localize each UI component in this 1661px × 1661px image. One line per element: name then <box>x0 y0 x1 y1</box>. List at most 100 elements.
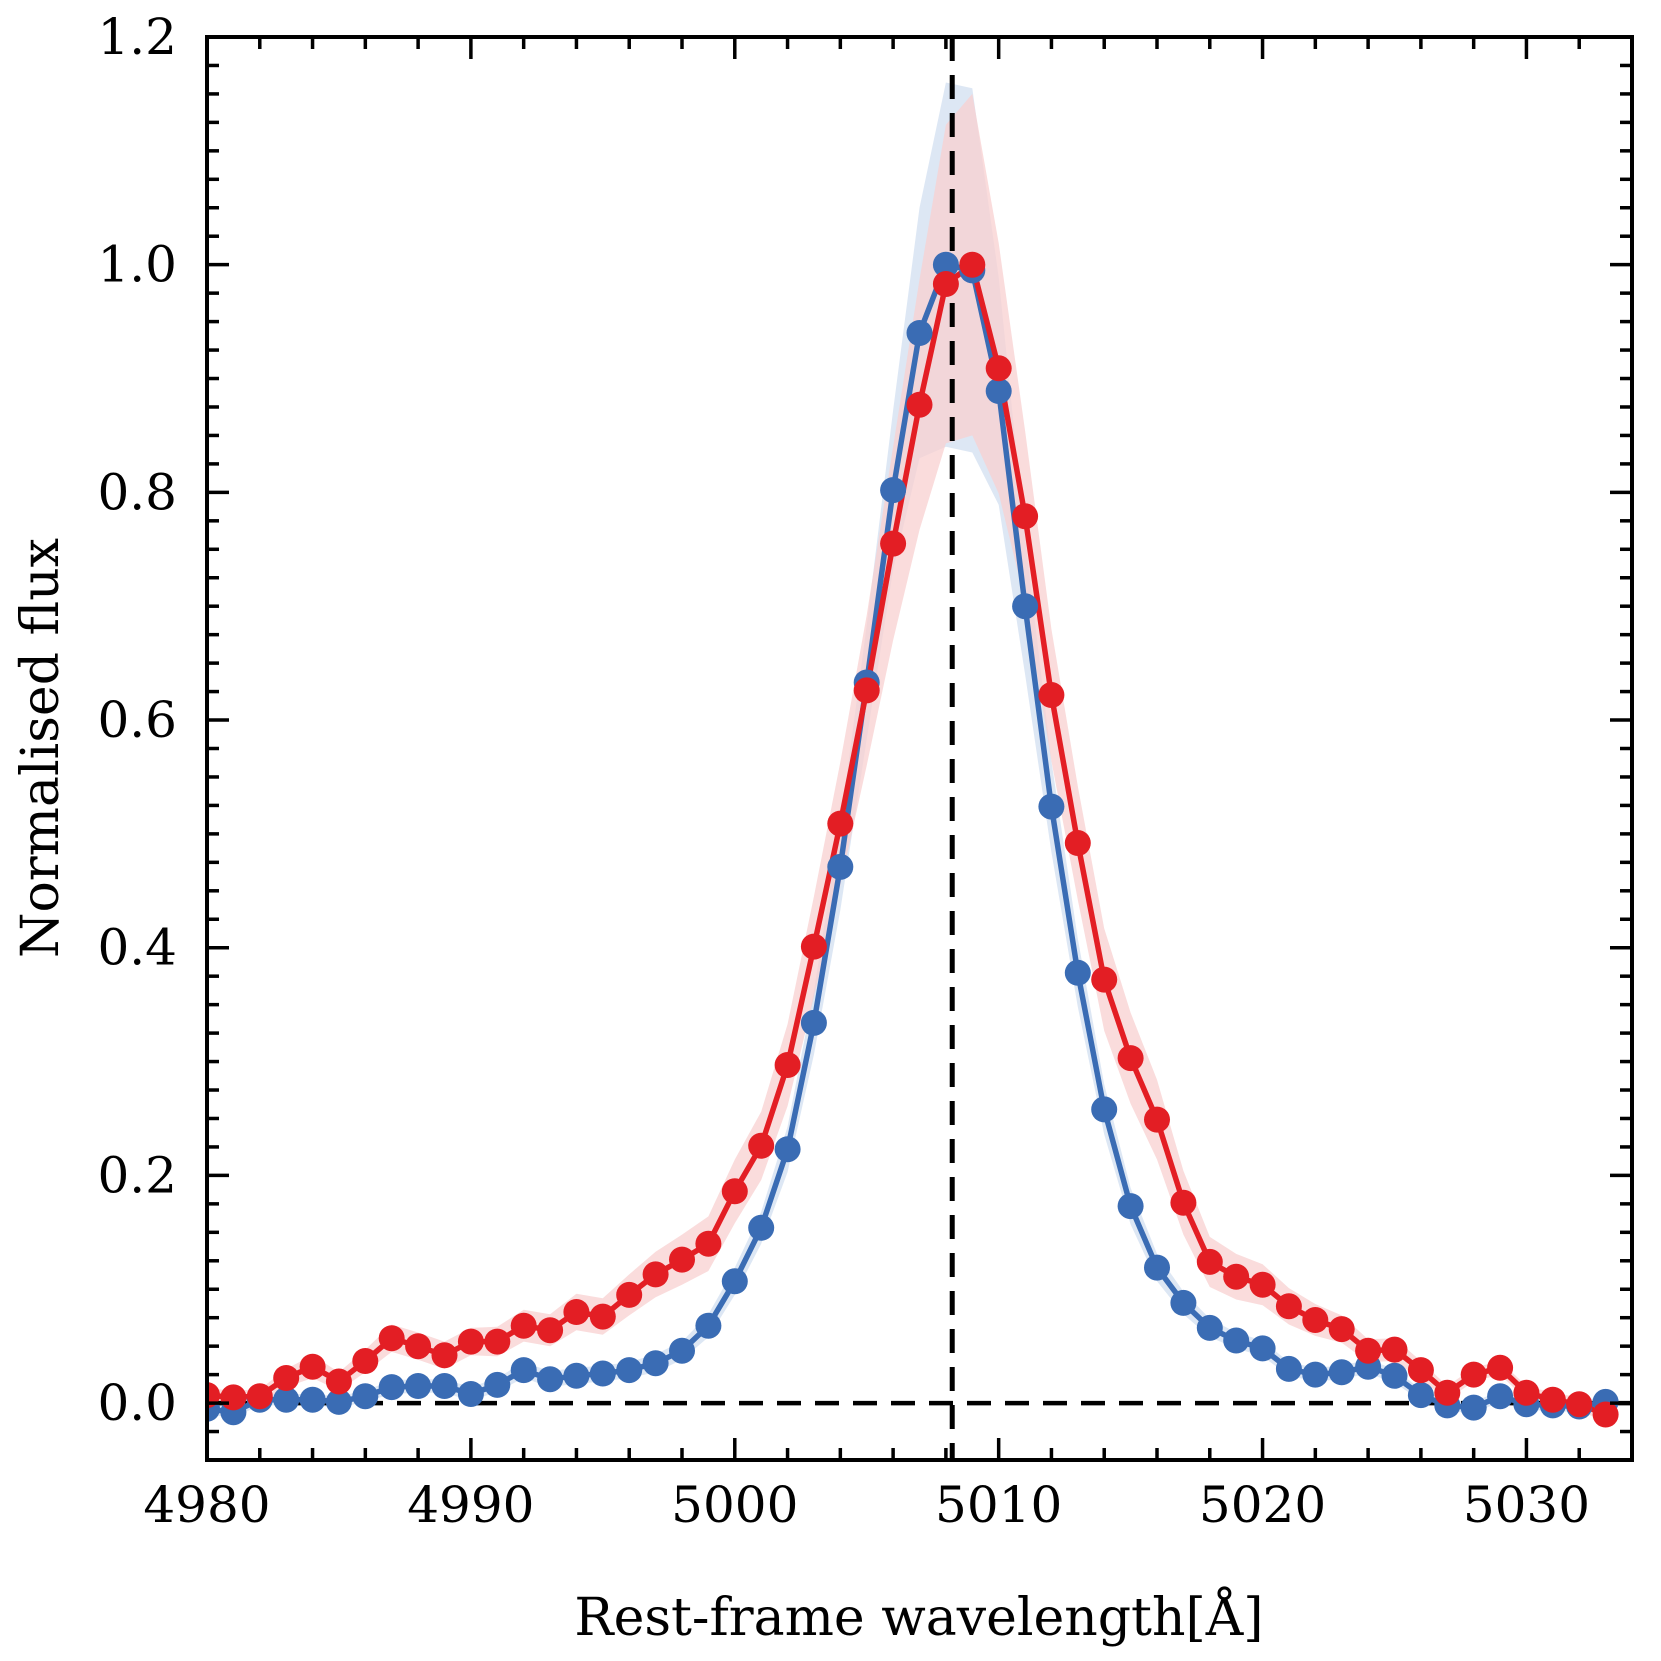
blue-point <box>1381 1362 1408 1389</box>
blue-point <box>1144 1254 1170 1281</box>
red-point <box>563 1299 590 1325</box>
red-point <box>1592 1401 1619 1428</box>
blue-point <box>1091 1096 1118 1123</box>
blue-point <box>1407 1382 1434 1409</box>
red-point <box>405 1333 432 1360</box>
red-point <box>642 1261 669 1288</box>
blue-point <box>1196 1314 1223 1341</box>
blue-point <box>827 853 854 880</box>
blue-point <box>1275 1355 1302 1382</box>
red-point <box>985 355 1012 382</box>
series-points <box>207 251 1619 1428</box>
blue-point <box>800 1009 827 1036</box>
red-point <box>1513 1379 1540 1406</box>
red-point <box>800 933 827 960</box>
red-point <box>1170 1189 1197 1216</box>
y-tick-label: 0.0 <box>97 1374 177 1432</box>
blue-point <box>1223 1327 1250 1354</box>
tick-labels: 4980 4990 5000 5010 5020 5030 0.0 0.2 0.4 0.6 0.8 1… <box>97 8 1590 1534</box>
red-point <box>616 1281 643 1308</box>
x-tick-label: 5010 <box>935 1476 1062 1534</box>
red-point <box>774 1052 801 1078</box>
x-tick-label: 4980 <box>143 1476 270 1534</box>
red-point <box>352 1348 379 1374</box>
red-error-band <box>207 93 1606 1422</box>
red-point <box>378 1325 405 1352</box>
x-tick-label: 5020 <box>1199 1476 1326 1534</box>
red-point <box>299 1353 326 1380</box>
blue-point <box>695 1312 722 1339</box>
red-point <box>827 810 854 837</box>
red-point <box>1249 1271 1276 1298</box>
red-point <box>1038 682 1065 708</box>
red-point <box>246 1383 273 1410</box>
red-point <box>853 677 880 704</box>
red-point <box>589 1303 616 1330</box>
red-point <box>695 1230 722 1257</box>
red-point <box>510 1312 537 1339</box>
blue-point <box>721 1268 748 1295</box>
blue-point <box>669 1337 695 1364</box>
red-point <box>1196 1248 1223 1275</box>
blue-point <box>1487 1383 1514 1410</box>
blue-point <box>880 477 907 504</box>
red-point <box>669 1246 695 1273</box>
error-bands <box>207 82 1606 1422</box>
blue-point <box>1038 793 1065 820</box>
red-point <box>484 1328 511 1355</box>
x-axis-label: Rest-frame wavelength[Å] <box>574 1586 1263 1648</box>
y-axis-label: Normalised flux <box>11 538 71 958</box>
red-point <box>1539 1386 1566 1413</box>
x-tick-label: 5000 <box>671 1476 798 1534</box>
red-point <box>1117 1045 1144 1072</box>
blue-point <box>1460 1394 1487 1421</box>
blue-point <box>906 320 933 346</box>
x-tick-label: 5030 <box>1463 1476 1590 1534</box>
red-point <box>748 1132 775 1159</box>
blue-point <box>589 1360 616 1387</box>
blue-error-band <box>207 82 1606 1418</box>
red-point <box>1355 1337 1382 1364</box>
y-tick-label: 0.8 <box>97 463 177 521</box>
blue-point <box>378 1374 405 1401</box>
blue-point <box>774 1136 801 1163</box>
blue-point <box>484 1371 511 1398</box>
blue-point <box>299 1386 326 1413</box>
red-point <box>537 1317 564 1344</box>
red-point <box>1407 1357 1434 1384</box>
red-point <box>932 271 959 297</box>
red-point <box>1302 1307 1329 1333</box>
red-point <box>1275 1293 1302 1320</box>
blue-point <box>932 251 959 278</box>
y-tick-label: 1.2 <box>97 8 177 66</box>
red-point <box>906 391 933 418</box>
blue-point <box>405 1373 432 1399</box>
red-point <box>721 1178 748 1205</box>
red-point <box>1223 1263 1250 1290</box>
y-tick-label: 0.6 <box>97 691 177 749</box>
red-point <box>1144 1106 1170 1133</box>
blue-point <box>1012 593 1039 620</box>
plot-area <box>207 37 1632 1460</box>
red-point <box>1328 1316 1355 1343</box>
blue-point <box>1170 1289 1197 1316</box>
red-point <box>325 1368 352 1395</box>
x-tick-label: 4990 <box>407 1476 534 1534</box>
red-point <box>220 1384 247 1411</box>
blue-point <box>352 1383 379 1410</box>
blue-point <box>1302 1361 1329 1388</box>
red-point <box>1064 830 1091 856</box>
blue-point <box>616 1357 643 1384</box>
red-point <box>431 1342 458 1369</box>
red-point <box>1091 966 1118 993</box>
red-point <box>1434 1379 1461 1406</box>
blue-point <box>537 1366 564 1393</box>
red-point <box>1460 1361 1487 1388</box>
y-tick-label: 0.2 <box>97 1146 177 1204</box>
plot-frame <box>205 35 1634 1462</box>
red-point <box>457 1328 484 1355</box>
red-point <box>1012 503 1039 530</box>
blue-point <box>563 1362 590 1389</box>
y-tick-label: 0.4 <box>97 919 177 977</box>
